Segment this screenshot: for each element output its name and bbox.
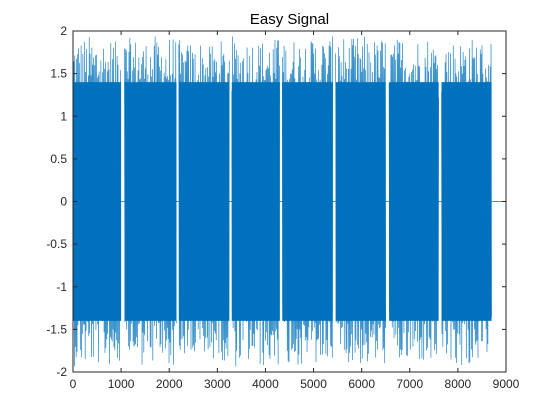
x-tick-label: 9000 xyxy=(493,377,520,391)
signal-burst-core-3 xyxy=(178,82,230,321)
signal-burst-core-2 xyxy=(124,82,177,321)
y-tick-label: 1.5 xyxy=(50,67,67,81)
x-tick-label: 5000 xyxy=(300,377,327,391)
y-tick-label: 2 xyxy=(60,24,67,38)
x-tick-label: 6000 xyxy=(348,377,375,391)
x-tick-label: 3000 xyxy=(204,377,231,391)
x-tick-label: 2000 xyxy=(156,377,183,391)
x-tick-label: 1000 xyxy=(108,377,135,391)
y-tick-label: -2 xyxy=(56,365,67,379)
y-tick-label: 0 xyxy=(60,195,67,209)
x-tick-label: 4000 xyxy=(252,377,279,391)
chart-title: Easy Signal xyxy=(250,11,329,28)
signal-burst-core-6 xyxy=(335,82,386,321)
y-tick-label: 1 xyxy=(60,109,67,123)
series-layer xyxy=(72,36,506,367)
y-tick-label: -1.5 xyxy=(46,322,67,336)
y-tick-label: -1 xyxy=(56,280,67,294)
x-tick-label: 7000 xyxy=(396,377,423,391)
tick-layer: 0 1000 2000 3000 4000 5000 6000 7000 8000 9000 -2 -… xyxy=(46,24,519,391)
signal-burst-core-4 xyxy=(231,82,280,321)
x-tick-label: 8000 xyxy=(445,377,472,391)
x-tick-label: 0 xyxy=(70,377,77,391)
signal-burst-core-7 xyxy=(389,82,439,321)
signal-burst-core-8 xyxy=(441,82,492,321)
y-tick-label: -0.5 xyxy=(46,237,67,251)
y-tick-label: 0.5 xyxy=(50,152,67,166)
axes-box xyxy=(72,30,507,373)
signal-burst-core-1 xyxy=(73,82,122,321)
signal-burst-core-5 xyxy=(282,82,333,321)
